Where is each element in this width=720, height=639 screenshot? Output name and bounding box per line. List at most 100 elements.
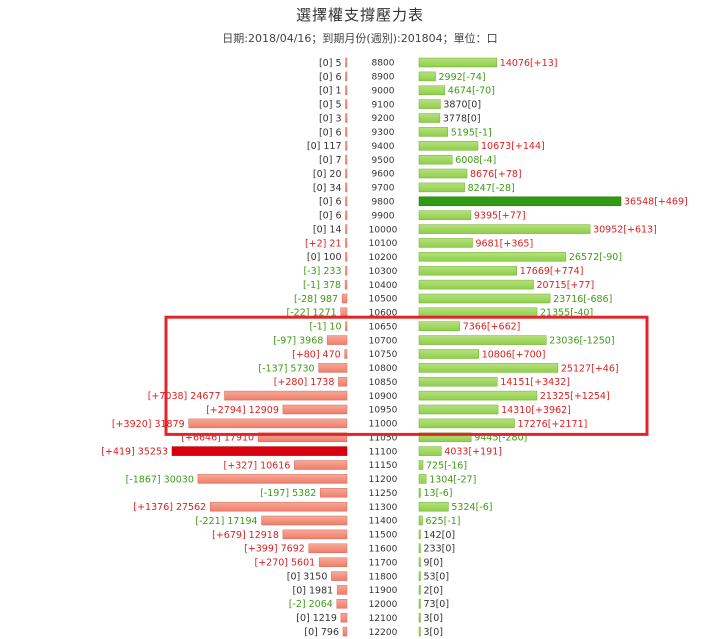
put-value-label: [+280] 1738 — [274, 377, 335, 388]
call-value-label: 14310[+3962] — [501, 405, 571, 416]
strike-label: 9600 — [372, 170, 395, 180]
strike-label: 9300 — [372, 128, 395, 138]
call-value-label: 10673[+144] — [481, 141, 545, 152]
call-bar — [418, 599, 421, 609]
strike-label: 11800 — [369, 572, 398, 582]
call-bar — [418, 57, 498, 68]
put-bar — [294, 460, 348, 470]
put-value-label: [-3] 233 — [303, 266, 341, 277]
call-bar — [418, 113, 441, 123]
call-value-label: 14076[+13] — [500, 58, 558, 69]
chart-subtitle: 日期:2018/04/16；到期月份(週別):201804；單位：口 — [222, 32, 498, 45]
call-value-label: 9681[+365] — [476, 238, 534, 249]
put-value-label: [0] 34 — [313, 183, 342, 194]
call-value-label: 8247[-28] — [468, 183, 515, 194]
call-bar — [418, 432, 472, 443]
chart-rows: [0] 5 8800 14076[+13] [0] 6 8900 2992[-74] [0]… — [101, 57, 688, 638]
strike-label: 11250 — [369, 489, 398, 499]
put-bar — [209, 501, 348, 512]
strike-label: 10400 — [369, 281, 398, 291]
put-bar — [345, 127, 348, 137]
strike-label: 10650 — [369, 322, 398, 332]
put-bar — [320, 488, 348, 498]
call-value-label: 3778[0] — [443, 113, 481, 124]
call-value-label: 725[-16] — [426, 460, 467, 471]
call-value-label: 9[0] — [424, 558, 444, 569]
put-value-label: [+327] 10616 — [224, 460, 291, 471]
strike-label: 11150 — [369, 461, 398, 471]
put-bar — [224, 390, 348, 401]
strike-label: 9100 — [372, 100, 395, 110]
call-value-label: 3[0] — [424, 627, 444, 638]
call-value-label: 5324[-6] — [451, 502, 492, 513]
strike-label: 10750 — [369, 350, 398, 360]
strike-label: 10200 — [369, 253, 398, 263]
call-value-label: 23036[-1250] — [549, 336, 614, 347]
call-value-label: 17276[+2171] — [518, 419, 588, 430]
call-value-label: 36548[+469] — [624, 197, 688, 208]
put-value-label: [0] 1981 — [293, 585, 334, 596]
put-value-label: [0] 3150 — [287, 572, 328, 583]
call-bar — [418, 127, 448, 137]
put-value-label: [+3920] 31879 — [112, 419, 185, 430]
strike-label: 11050 — [369, 434, 398, 444]
strike-label: 10600 — [369, 309, 398, 319]
put-bar — [318, 557, 348, 567]
call-bar — [418, 252, 567, 262]
call-bar — [418, 349, 479, 359]
put-bar — [345, 224, 348, 234]
put-value-label: [0] 14 — [313, 225, 342, 236]
put-bar — [188, 418, 348, 429]
call-value-label: 9395[+77] — [474, 211, 526, 222]
call-value-label: 8676[+78] — [470, 169, 522, 180]
put-value-label: [+7038] 24677 — [148, 391, 221, 402]
call-value-label: 10806[+700] — [482, 349, 546, 360]
call-bar — [418, 543, 421, 554]
call-value-label: 1304[-27] — [429, 474, 476, 485]
put-value-label: [0] 1219 — [296, 613, 337, 624]
call-bar — [418, 488, 421, 498]
put-value-label: [0] 20 — [313, 169, 342, 180]
put-value-label: [-221] 17194 — [195, 516, 257, 527]
call-bar — [418, 154, 453, 165]
call-value-label: 2[0] — [424, 585, 444, 596]
call-bar — [418, 196, 622, 207]
put-bar — [345, 113, 348, 123]
call-bar — [418, 515, 423, 526]
strike-label: 10000 — [369, 225, 398, 235]
call-value-label: 625[-1] — [426, 516, 461, 527]
call-bar — [418, 279, 534, 290]
strike-label: 10700 — [369, 336, 398, 346]
call-bar — [418, 293, 551, 304]
put-bar — [344, 279, 348, 290]
call-bar — [418, 182, 465, 193]
call-bar — [418, 85, 446, 96]
highlight-box — [164, 315, 649, 436]
call-value-label: 25127[+46] — [561, 363, 619, 374]
call-bar — [418, 557, 421, 567]
call-bar — [418, 168, 468, 179]
call-bar — [418, 626, 421, 637]
call-value-label: 17669[+774] — [520, 266, 584, 277]
strike-label: 11400 — [369, 517, 398, 527]
put-value-label: [0] 6 — [319, 211, 342, 222]
put-bar — [282, 404, 348, 415]
put-value-label: [0] 3 — [319, 113, 342, 124]
put-value-label: [0] 5 — [319, 100, 342, 111]
strike-label: 10500 — [369, 295, 398, 305]
put-bar — [345, 154, 348, 165]
call-bar — [418, 210, 472, 220]
strike-label: 9700 — [372, 184, 395, 194]
put-value-label: [-97] 3968 — [273, 336, 323, 347]
call-value-label: 3870[0] — [443, 100, 481, 111]
call-bar — [418, 390, 538, 401]
put-bar — [344, 349, 348, 359]
put-bar — [345, 57, 348, 68]
put-value-label: [+2] 21 — [305, 238, 342, 249]
call-bar — [418, 501, 449, 512]
put-bar — [282, 529, 348, 540]
call-value-label: 4033[+191] — [444, 447, 502, 458]
put-value-label: [+80] 470 — [292, 349, 341, 360]
strike-label: 11300 — [369, 503, 398, 513]
call-value-label: 20715[+77] — [537, 280, 595, 291]
